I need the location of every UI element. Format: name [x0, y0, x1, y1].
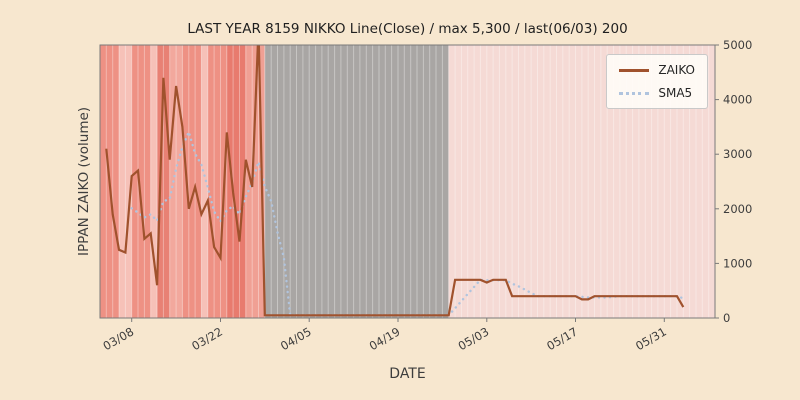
y-axis-label: IPPAN ZAIKO (volume) [76, 106, 92, 257]
y-tick-label: 5000 [723, 38, 752, 52]
y-tick-label: 0 [723, 311, 730, 325]
y-tick-label: 3000 [723, 147, 752, 161]
background-band [182, 45, 202, 318]
sma5-line-sample [619, 91, 650, 95]
legend-label-zaiko: ZAIKO [658, 63, 695, 77]
background-band [264, 45, 449, 318]
x-tick-label: 04/05 [278, 324, 314, 353]
y-tick-label: 4000 [723, 93, 752, 107]
legend-item-sma5: SMA5 [619, 86, 695, 100]
background-band [226, 45, 246, 318]
zaiko-line [105, 45, 685, 317]
x-tick-label: 05/03 [456, 324, 492, 353]
plot-border [99, 44, 716, 319]
x-tick-label: 05/17 [544, 324, 580, 353]
x-axis-label: DATE [389, 366, 426, 382]
background-band [207, 45, 227, 318]
legend: ZAIKO SMA5 [606, 54, 708, 109]
background-band [150, 45, 157, 318]
zaiko-line-sample [619, 68, 650, 72]
background-band [131, 45, 151, 318]
x-tick-label: 05/31 [633, 324, 669, 353]
legend-label-sma5: SMA5 [658, 86, 693, 100]
background-band [201, 45, 208, 318]
x-tick-label: 03/08 [100, 324, 136, 353]
y-tick-label: 1000 [723, 256, 752, 270]
x-tick-label: 03/22 [189, 324, 225, 353]
background-band [119, 45, 132, 318]
x-tick-label: 04/19 [367, 324, 403, 353]
chart-title: LAST YEAR 8159 NIKKO Line(Close) / max 5… [187, 21, 628, 37]
y-tick-label: 2000 [723, 202, 752, 216]
legend-item-zaiko: ZAIKO [619, 63, 695, 77]
